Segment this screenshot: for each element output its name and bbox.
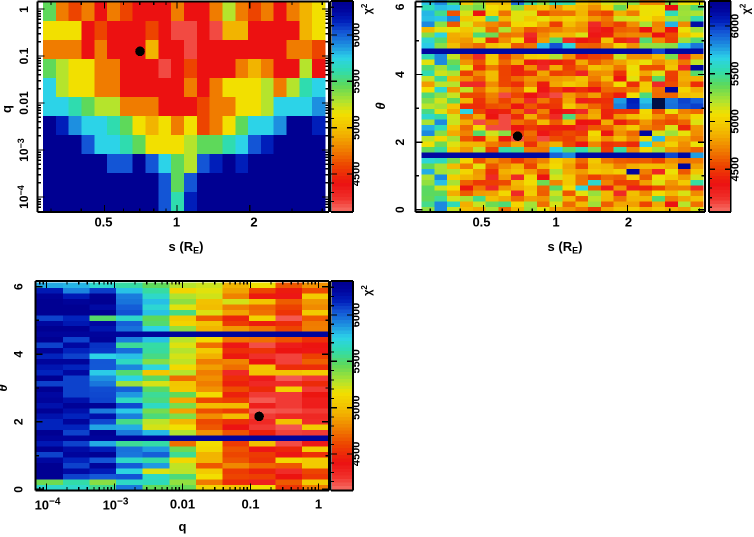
svg-text:0.01: 0.01 (170, 497, 195, 512)
svg-text:6000: 6000 (351, 303, 363, 327)
svg-text:0.01: 0.01 (17, 91, 31, 115)
svg-text:6: 6 (393, 3, 407, 10)
svg-text:5500: 5500 (351, 349, 363, 373)
svg-text:6000: 6000 (351, 23, 363, 47)
svg-text:s (RE): s (RE) (169, 239, 204, 256)
svg-text:s (RE): s (RE) (548, 239, 583, 256)
svg-text:5000: 5000 (730, 109, 742, 133)
svg-text:θ: θ (0, 384, 10, 391)
svg-text:5500: 5500 (351, 69, 363, 93)
svg-text:5000: 5000 (351, 115, 363, 139)
svg-text:4500: 4500 (351, 442, 363, 466)
svg-text:2: 2 (250, 215, 257, 230)
svg-text:0.1: 0.1 (241, 497, 259, 512)
svg-text:θ: θ (373, 102, 388, 109)
svg-text:0: 0 (12, 486, 26, 493)
svg-text:q: q (179, 519, 187, 534)
svg-text:0.5: 0.5 (94, 215, 112, 230)
svg-text:6: 6 (12, 283, 26, 290)
svg-text:q: q (0, 105, 14, 113)
svg-text:0.1: 0.1 (17, 47, 31, 64)
svg-text:1: 1 (552, 215, 559, 230)
svg-text:χ2: χ2 (739, 3, 753, 14)
svg-text:5500: 5500 (730, 61, 742, 85)
svg-text:4: 4 (393, 71, 407, 78)
svg-text:0: 0 (393, 206, 407, 213)
svg-text:1: 1 (315, 497, 322, 512)
svg-text:5000: 5000 (351, 395, 363, 419)
svg-text:2: 2 (393, 138, 407, 145)
svg-text:1: 1 (173, 215, 180, 230)
svg-text:χ2: χ2 (360, 3, 374, 14)
svg-text:4500: 4500 (351, 162, 363, 186)
svg-text:1: 1 (17, 6, 31, 13)
svg-text:2: 2 (625, 215, 632, 230)
svg-text:6000: 6000 (730, 14, 742, 38)
svg-text:4500: 4500 (730, 157, 742, 181)
svg-text:χ2: χ2 (360, 285, 374, 296)
svg-text:2: 2 (12, 418, 26, 425)
svg-text:0.5: 0.5 (472, 215, 490, 230)
svg-text:4: 4 (12, 351, 26, 358)
